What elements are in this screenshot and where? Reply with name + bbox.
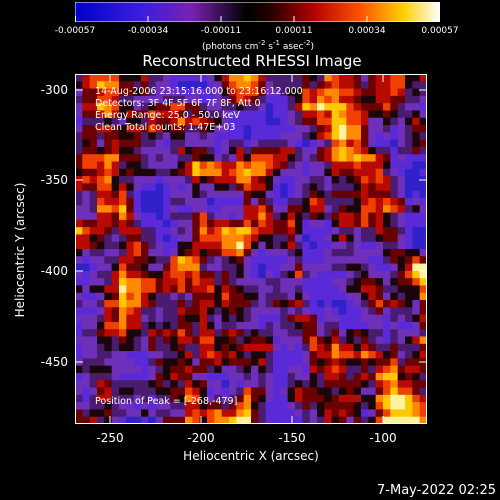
info-time-range: 14-Aug-2006 23:15:16.000 to 23:16:12.000 (95, 86, 303, 97)
colorbar-tick-label: 0.00011 (275, 26, 313, 36)
colorbar (75, 2, 440, 22)
info-clean-counts: Clean Total counts: 1.47E+03 (95, 122, 236, 133)
colorbar-tick-label: -0.00034 (127, 26, 169, 36)
x-tick-label: -100 (369, 431, 397, 445)
x-axis-label: Heliocentric X (arcsec) (183, 449, 319, 463)
plot-frame-border (75, 74, 427, 424)
y-axis-label: Heliocentric Y (arcsec) (13, 182, 27, 318)
timestamp: 7-May-2022 02:25 (377, 483, 496, 498)
info-energy-range: Energy Range: 25.0 - 50.0 keV (95, 110, 240, 121)
y-tick-label: -300 (40, 83, 68, 97)
colorbar-tick-label: -0.00011 (200, 26, 242, 36)
rhessi-image-heatmap (75, 74, 428, 425)
x-tick-label: -150 (278, 431, 306, 445)
y-tick-label: -350 (40, 173, 68, 187)
image-plot-area (75, 74, 428, 425)
y-tick-label: -450 (40, 355, 68, 369)
x-tick-label: -250 (96, 431, 124, 445)
colorbar-tick-label: -0.00057 (54, 26, 96, 36)
colorbar-tick-label: 0.00034 (348, 26, 386, 36)
colorbar-tick-label: 0.00057 (421, 26, 459, 36)
plot-title: Reconstructed RHESSI Image (142, 52, 362, 70)
x-tick-label: -200 (187, 431, 215, 445)
colorbar-units-label: (photons cm-2 s-1 asec-2) (201, 39, 315, 52)
peak-position-label: Position of Peak = [-268,-479] (95, 396, 238, 407)
y-tick-label: -400 (40, 264, 68, 278)
info-detectors: Detectors: 3F 4F 5F 6F 7F 8F, Att 0 (95, 98, 261, 109)
